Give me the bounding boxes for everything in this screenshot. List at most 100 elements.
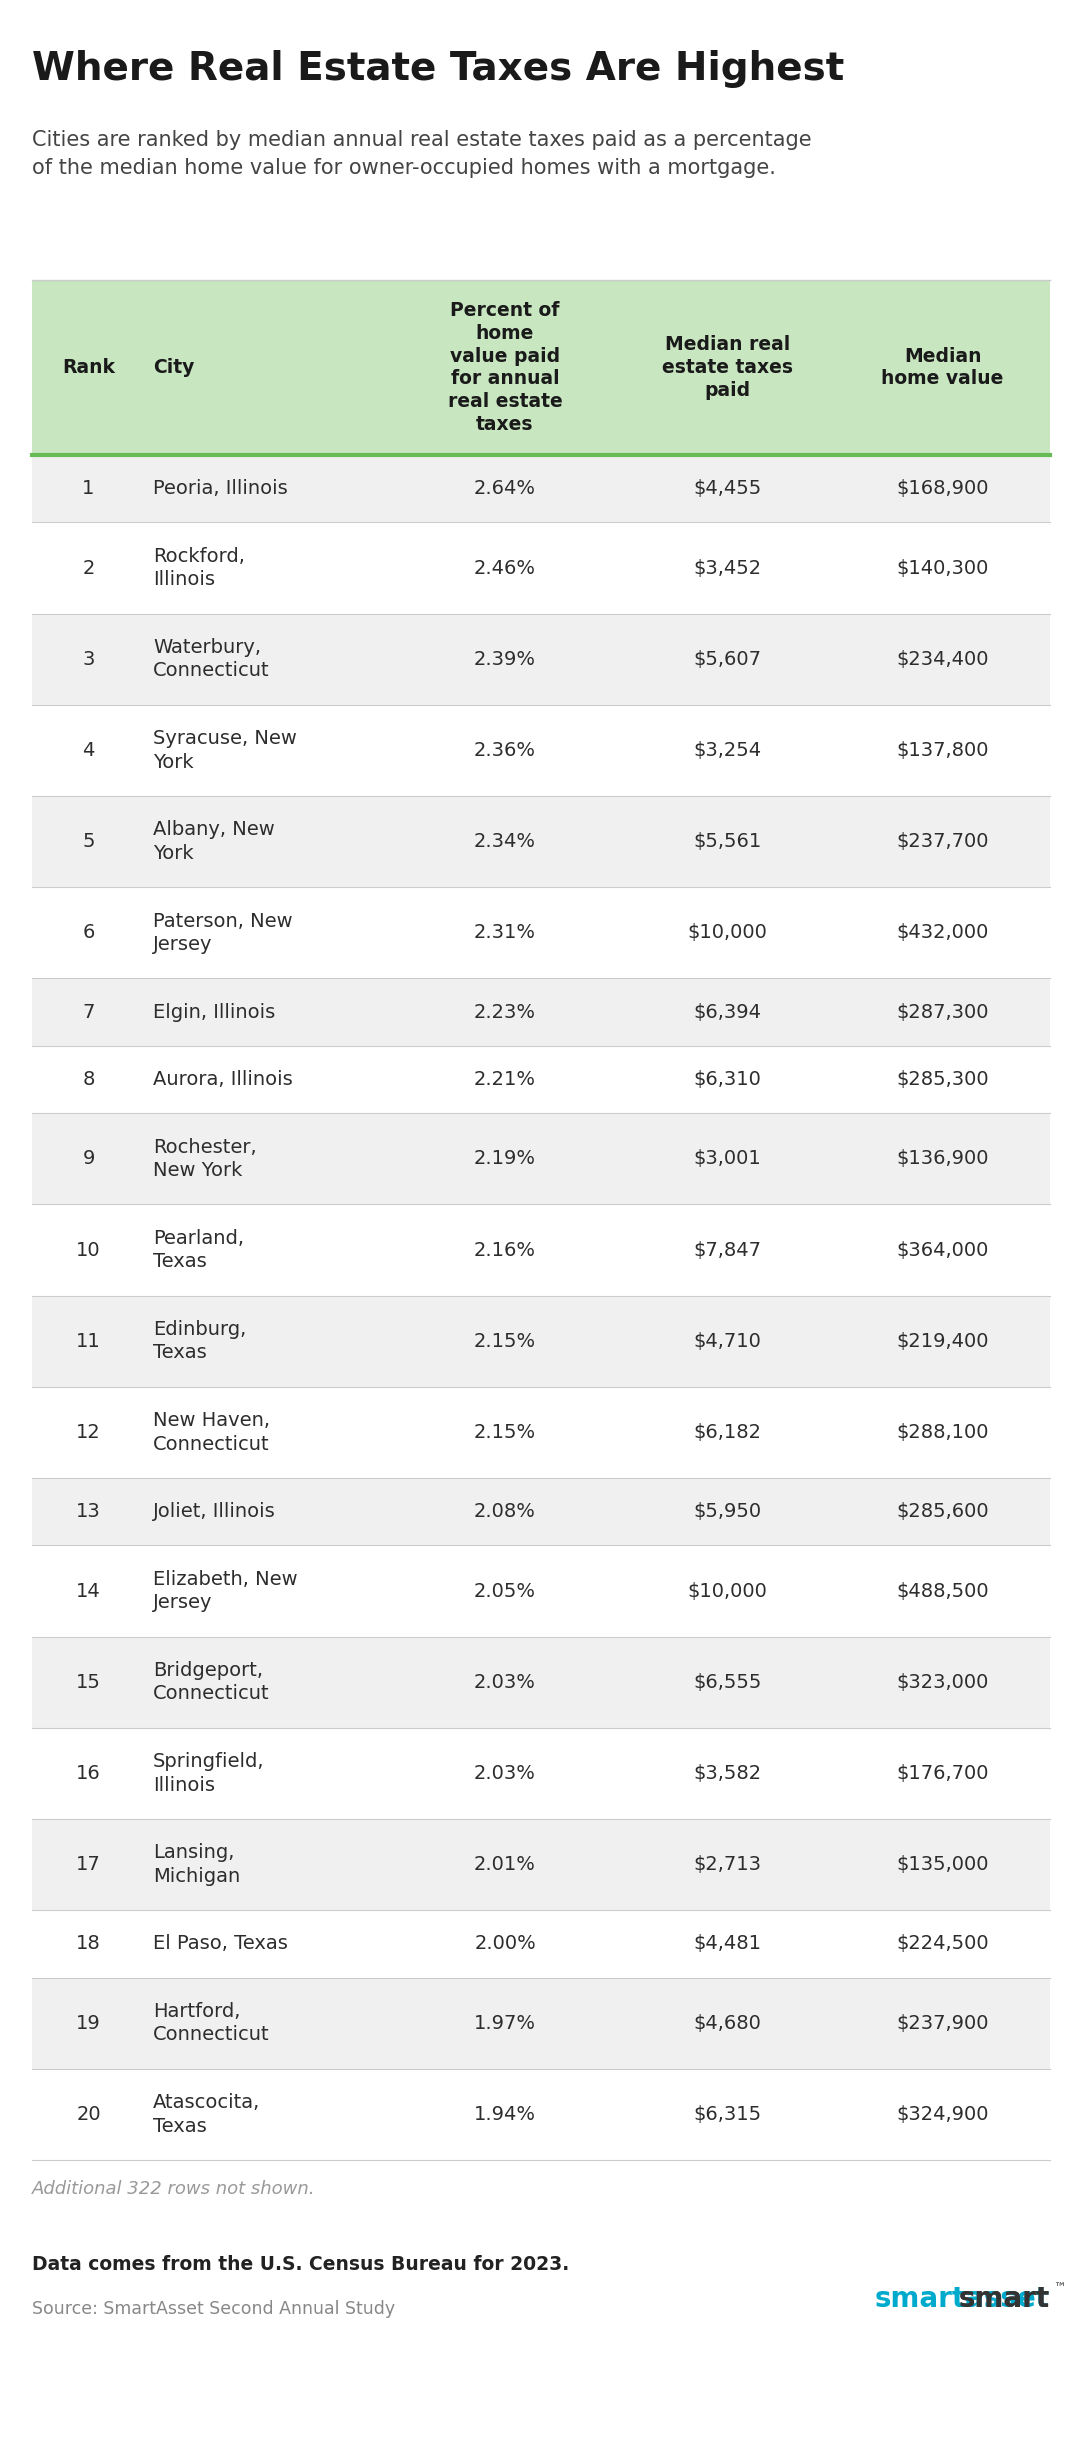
Text: $135,000: $135,000 [896,1854,989,1874]
Text: Data comes from the U.S. Census Bureau for 2023.: Data comes from the U.S. Census Bureau f… [32,2255,569,2274]
Text: 2.08%: 2.08% [474,1503,536,1520]
Text: 12: 12 [76,1423,100,1442]
Bar [32,795,1050,888]
Text: $224,500: $224,500 [896,1935,989,1954]
Text: Rockford,
Illinois: Rockford, Illinois [153,547,245,588]
Bar [32,454,1050,522]
Text: $3,582: $3,582 [693,1764,761,1784]
Text: Median
home value: Median home value [881,346,1003,388]
Text: $5,950: $5,950 [693,1503,761,1520]
Text: $4,710: $4,710 [693,1332,761,1352]
Text: smart: smart [959,2284,1050,2313]
Text: Elizabeth, New
Jersey: Elizabeth, New Jersey [153,1569,298,1613]
Text: Atascocita,
Texas: Atascocita, Texas [153,2094,260,2135]
Text: 2.64%: 2.64% [474,478,536,498]
Text: 1.94%: 1.94% [474,2106,536,2123]
Text: Joliet, Illinois: Joliet, Illinois [153,1503,275,1520]
Text: 9: 9 [82,1149,95,1169]
Bar [32,1386,1050,1479]
Text: $6,394: $6,394 [693,1003,761,1022]
Text: $364,000: $364,000 [896,1240,988,1259]
Text: 11: 11 [76,1332,100,1352]
Bar [32,1818,1050,1911]
Text: Hartford,
Connecticut: Hartford, Connecticut [153,2001,270,2045]
Text: $323,000: $323,000 [896,1674,988,1691]
Text: $6,315: $6,315 [693,2106,761,2123]
Text: Peoria, Illinois: Peoria, Illinois [153,478,287,498]
Text: $137,800: $137,800 [896,742,989,759]
Text: Cities are ranked by median annual real estate taxes paid as a percentage
of the: Cities are ranked by median annual real … [32,129,812,178]
Text: 2.31%: 2.31% [474,922,536,942]
Text: $324,900: $324,900 [896,2106,989,2123]
Bar [32,1911,1050,1976]
Text: $140,300: $140,300 [896,559,988,578]
Text: $4,680: $4,680 [693,2013,761,2033]
Bar [32,1637,1050,1728]
Text: $3,001: $3,001 [693,1149,761,1169]
Text: $4,481: $4,481 [693,1935,761,1954]
Text: smartasset: smartasset [875,2284,1050,2313]
Text: 8: 8 [82,1071,95,1088]
Text: 2.34%: 2.34% [474,832,536,852]
Bar [32,1976,1050,2069]
Text: 2.00%: 2.00% [474,1935,536,1954]
Text: 6: 6 [82,922,95,942]
Bar [32,1728,1050,1818]
Text: Lansing,
Michigan: Lansing, Michigan [153,1842,240,1886]
Text: Pearland,
Texas: Pearland, Texas [153,1230,244,1271]
Text: 14: 14 [76,1581,100,1601]
Bar [32,2069,1050,2159]
Text: 1.97%: 1.97% [474,2013,536,2033]
Text: 2.01%: 2.01% [474,1854,536,1874]
Text: 2.16%: 2.16% [474,1240,536,1259]
Bar [32,281,1050,454]
Text: 2.36%: 2.36% [474,742,536,759]
Bar [32,1479,1050,1545]
Text: ™: ™ [1053,2281,1066,2296]
Text: Median real
estate taxes
paid: Median real estate taxes paid [662,334,793,400]
Text: Springfield,
Illinois: Springfield, Illinois [153,1752,265,1796]
Text: $176,700: $176,700 [896,1764,989,1784]
Text: Syracuse, New
York: Syracuse, New York [153,730,297,771]
Text: 15: 15 [76,1674,100,1691]
Text: Waterbury,
Connecticut: Waterbury, Connecticut [153,637,270,681]
Text: Albany, New
York: Albany, New York [153,820,274,864]
Text: 4: 4 [82,742,95,759]
Bar [32,978,1050,1047]
Text: 2: 2 [82,559,95,578]
Text: $2,713: $2,713 [693,1854,761,1874]
Text: 2.15%: 2.15% [474,1423,536,1442]
Text: El Paso, Texas: El Paso, Texas [153,1935,288,1954]
Text: Paterson, New
Jersey: Paterson, New Jersey [153,913,293,954]
Text: 13: 13 [76,1503,100,1520]
Text: 2.46%: 2.46% [474,559,536,578]
Text: 7: 7 [82,1003,95,1022]
Text: Edinburg,
Texas: Edinburg, Texas [153,1320,246,1362]
Bar [32,522,1050,612]
Text: Rochester,
New York: Rochester, New York [153,1137,257,1181]
Text: $6,182: $6,182 [693,1423,761,1442]
Text: $168,900: $168,900 [896,478,989,498]
Text: City: City [153,359,194,378]
Text: 2.21%: 2.21% [474,1071,536,1088]
Bar [32,612,1050,705]
Text: 17: 17 [76,1854,100,1874]
Bar [32,705,1050,795]
Text: $288,100: $288,100 [896,1423,989,1442]
Bar [32,1113,1050,1205]
Text: smart: smart [959,2284,1050,2313]
Text: New Haven,
Connecticut: New Haven, Connecticut [153,1410,270,1454]
Text: 5: 5 [82,832,95,852]
Text: Additional 322 rows not shown.: Additional 322 rows not shown. [32,2179,315,2198]
Text: 19: 19 [76,2013,100,2033]
Text: $136,900: $136,900 [896,1149,989,1169]
Bar [32,1545,1050,1637]
Text: 2.03%: 2.03% [474,1674,536,1691]
Bar [32,888,1050,978]
Text: $234,400: $234,400 [896,649,989,669]
Bar [32,1296,1050,1386]
Text: $3,452: $3,452 [693,559,761,578]
Text: $4,455: $4,455 [693,478,761,498]
Text: 2.15%: 2.15% [474,1332,536,1352]
Bar [32,1205,1050,1296]
